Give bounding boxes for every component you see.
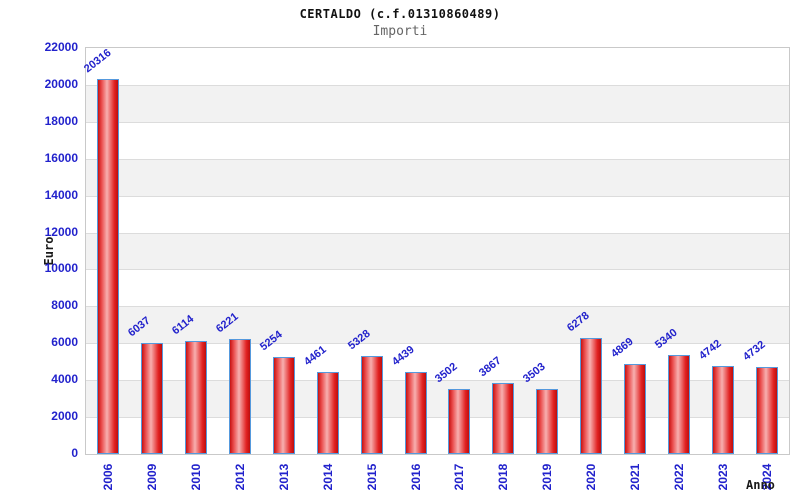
x-tick-label: 2013 — [276, 463, 291, 491]
chart-title: CERTALDO (c.f.01310860489) — [299, 7, 501, 21]
bar-2010 — [184, 341, 207, 454]
x-tick-label: 2009 — [144, 463, 159, 491]
y-tick-label: 0 — [71, 446, 78, 460]
y-tick-label: 10000 — [44, 261, 78, 276]
chart-subtitle: Importi — [372, 24, 428, 39]
bar-2020 — [580, 338, 603, 454]
bar-2009 — [140, 343, 163, 454]
bar-2024 — [756, 367, 779, 454]
y-tick-label: 6000 — [51, 335, 78, 350]
y-tick-label: 16000 — [44, 150, 78, 165]
x-tick-label: 2006 — [100, 463, 115, 491]
bar-2012 — [228, 339, 251, 454]
grid-band — [86, 84, 789, 122]
bar-2013 — [272, 357, 295, 454]
bar-2015 — [360, 356, 383, 454]
y-tick-label: 22000 — [44, 40, 78, 54]
grid-band — [86, 158, 789, 196]
y-tick-label: 8000 — [51, 298, 78, 313]
bar-2023 — [712, 366, 735, 454]
grid-band — [86, 195, 789, 233]
grid-band — [86, 121, 789, 159]
bar-2019 — [536, 389, 559, 454]
grid-band — [86, 306, 789, 344]
x-tick-label: 2022 — [672, 463, 687, 491]
y-axis-tick-labels: 0 2000 4000 6000 8000 10000 12000 14000 16000 180… — [0, 40, 78, 460]
x-tick-label: 2014 — [320, 463, 335, 491]
y-tick-label: 14000 — [44, 187, 78, 202]
bar-2006 — [96, 79, 119, 454]
bar-2018 — [492, 383, 515, 454]
x-tick-label: 2017 — [452, 463, 467, 491]
grid-band — [86, 48, 789, 85]
bar-2016 — [404, 372, 427, 454]
x-tick-label: 2023 — [716, 463, 731, 491]
x-tick-label: 2015 — [364, 463, 379, 491]
x-tick-label: 2019 — [540, 463, 555, 491]
x-tick-label: 2016 — [408, 463, 423, 491]
y-tick-label: 4000 — [51, 372, 78, 387]
y-tick-label: 12000 — [44, 224, 78, 239]
x-axis-tick-labels: 2006 2009 2010 2012 2013 2014 2015 2016 2017 2018… — [85, 455, 790, 500]
y-tick-label: 2000 — [51, 409, 78, 424]
x-tick-label: 2024 — [760, 463, 775, 491]
x-tick-label: 2010 — [188, 463, 203, 491]
grid-band — [86, 232, 789, 270]
bar-2017 — [448, 389, 471, 454]
plot-area: 20316 6037 6114 6221 5254 4461 5328 4439 3502 386… — [82, 47, 790, 455]
x-tick-label: 2018 — [496, 463, 511, 491]
y-tick-label: 18000 — [44, 113, 78, 128]
x-tick-label: 2020 — [584, 463, 599, 491]
bar-2021 — [624, 364, 647, 454]
x-tick-label: 2012 — [232, 463, 247, 491]
bar-2014 — [316, 372, 339, 454]
bar-2022 — [668, 355, 691, 454]
grid-band — [86, 269, 789, 307]
x-tick-label: 2021 — [628, 463, 643, 491]
y-tick-label: 20000 — [44, 76, 78, 91]
x-axis-title: Anno — [746, 478, 775, 492]
